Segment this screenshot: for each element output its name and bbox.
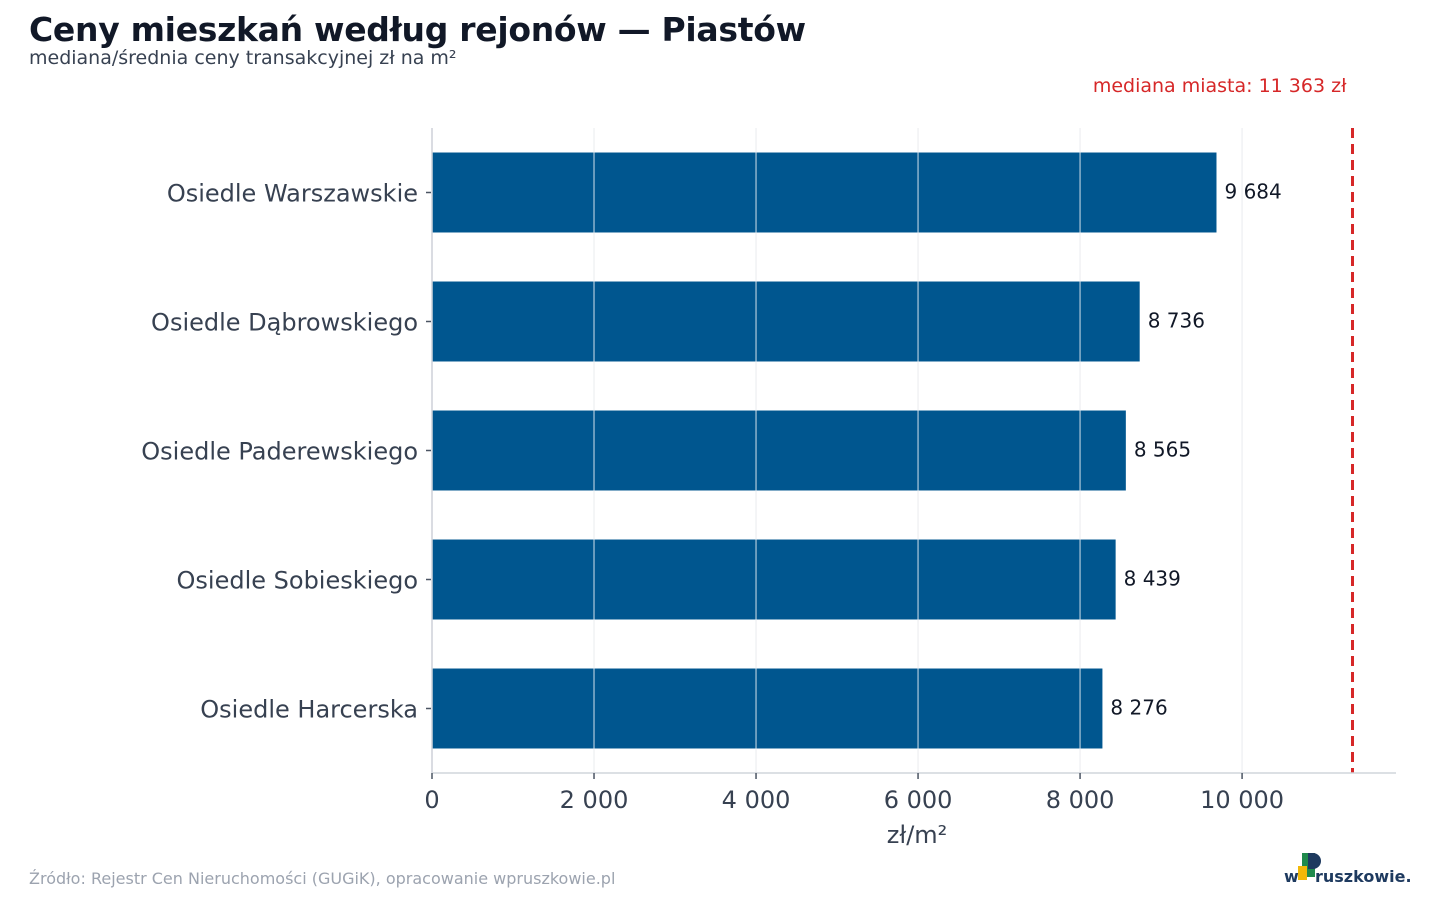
bar-1 [432,281,1140,362]
logo-text-rest: ruszkowie.pl [1315,867,1410,886]
chart-subtitle: mediana/średnia ceny transakcyjnej zł na… [29,47,457,69]
x-tick-label-0: 0 [424,786,439,814]
logo-text-w: w [1284,867,1299,886]
x-tick-label-2: 4 000 [722,786,791,814]
bar-layer [432,152,1217,749]
bar-4 [432,668,1103,749]
x-tick-label-3: 6 000 [884,786,953,814]
logo-p-bowl [1308,853,1321,869]
x-tick-label-5: 10 000 [1200,786,1284,814]
category-label-0: Osiedle Warszawskie [167,180,418,208]
chart-title: Ceny mieszkań według rejonów — Piastów [29,10,806,49]
x-tick-label-4: 8 000 [1046,786,1115,814]
x-tick-label-1: 2 000 [560,786,629,814]
category-label-4: Osiedle Harcerska [200,696,418,724]
category-label-3: Osiedle Sobieskiego [177,567,418,595]
x-axis-title: zł/m² [887,821,948,849]
bar-value-label-1: 8 736 [1148,309,1205,333]
bar-2 [432,410,1126,491]
bar-3 [432,539,1116,620]
overlay-layer: 9 684 8 736 8 565 8 439 8 276 mediana miasta:… [593,75,1354,773]
bar-value-label-0: 9 684 [1224,180,1281,204]
bar-value-label-2: 8 565 [1134,438,1191,462]
bar-0 [432,152,1217,233]
bar-value-label-3: 8 439 [1124,567,1181,591]
bar-chart: 9 684 8 736 8 565 8 439 8 276 mediana miasta:… [141,75,1396,849]
logo-yellow-block [1298,866,1307,880]
source-note: Źródło: Rejestr Cen Nieruchomości (GUGiK… [29,869,616,888]
category-label-1: Osiedle Dąbrowskiego [151,309,418,337]
bar-value-label-4: 8 276 [1110,696,1167,720]
category-label-2: Osiedle Paderewskiego [141,438,418,466]
wpruszkowie-logo[interactable]: w ruszkowie.pl [1284,848,1410,888]
axis-layer: Osiedle Warszawskie Osiedle Dąbrowskiego O… [141,128,1396,849]
city-median-label: mediana miasta: 11 363 zł [1093,75,1347,97]
